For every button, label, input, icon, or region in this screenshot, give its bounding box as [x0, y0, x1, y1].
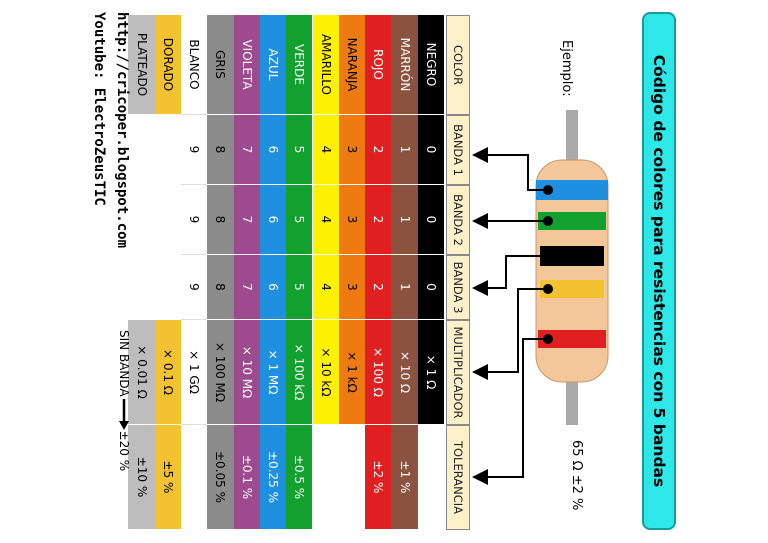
- table-cell: 1: [391, 115, 418, 185]
- color-name: VERDE: [286, 15, 313, 115]
- table-cell: 5: [286, 115, 313, 185]
- table-cell: 7: [233, 255, 260, 320]
- table-cell: 0: [417, 255, 444, 320]
- table-cell: × 1 Ω: [417, 320, 444, 425]
- color-name: GRIS: [207, 15, 234, 115]
- table-cell: × 1 MΩ: [259, 320, 287, 425]
- header-cell: TOLERANCIA: [446, 425, 470, 530]
- band: [536, 180, 608, 200]
- table-cell: ±0.25 %: [259, 425, 287, 530]
- table-cell: 0: [417, 115, 444, 185]
- table-cell: × 100 Ω: [365, 320, 392, 425]
- table-cell: ±0.1 %: [233, 425, 260, 530]
- table-cell: ±0.5 %: [286, 425, 313, 530]
- color-name: VIOLETA: [233, 15, 260, 115]
- resistor-diagram: [472, 110, 609, 485]
- table-cell: 6: [259, 115, 287, 185]
- table-cell: 9: [181, 255, 208, 320]
- table-cell: 6: [259, 255, 287, 320]
- table-cell: ±0.05 %: [207, 425, 234, 530]
- table-cell: 9: [181, 185, 208, 255]
- table-cell: 1: [391, 185, 418, 255]
- arrows: [472, 147, 548, 485]
- table-cell: 4: [312, 185, 339, 255]
- table-cell: × 1 kΩ: [338, 320, 366, 425]
- table-cell: 3: [338, 185, 366, 255]
- table-cell: 5: [286, 255, 313, 320]
- color-name: MARRÓN: [391, 15, 418, 115]
- color-name: DORADO: [154, 15, 181, 115]
- table-cell: ±1 %: [391, 425, 418, 530]
- table-cell: × 100 MΩ: [207, 320, 234, 425]
- table-cell: 7: [233, 115, 260, 185]
- table-cell: 2: [365, 185, 392, 255]
- arrow: [119, 398, 129, 430]
- table-cell: × 0.1 Ω: [154, 320, 181, 425]
- table-cell: 4: [312, 115, 339, 185]
- table-cell: 2: [365, 255, 392, 320]
- table-cell: 3: [338, 255, 366, 320]
- blog-url: http://cricoper.blogspot.com: [114, 12, 130, 249]
- color-name: NARANJA: [338, 15, 366, 115]
- table-cell: 2: [365, 115, 392, 185]
- table-cell: × 10 MΩ: [233, 320, 260, 425]
- table-cell: 6: [259, 185, 287, 255]
- table-cell: 4: [312, 255, 339, 320]
- table-cell: 7: [233, 185, 260, 255]
- band: [540, 246, 604, 266]
- table-cell: 8: [207, 115, 234, 185]
- band: [538, 330, 606, 348]
- header-cell: BANDA 3: [446, 255, 470, 320]
- color-name: AZUL: [259, 15, 287, 115]
- color-name: NEGRO: [417, 15, 444, 115]
- table-cell: × 10 Ω: [391, 320, 418, 425]
- header-cell: BANDA 2: [446, 185, 470, 255]
- youtube: Youtube: ElectroZeusTIC: [91, 12, 107, 206]
- header-cell: MULTIPLICADOR: [446, 320, 470, 425]
- header-cell: COLOR: [446, 15, 470, 115]
- table-cell: 0: [417, 185, 444, 255]
- band: [538, 212, 606, 230]
- no-band-tolerance: ±20 %: [117, 430, 131, 472]
- table-cell: 1: [391, 255, 418, 320]
- table-cell: × 10 kΩ: [312, 320, 339, 425]
- table-cell: 3: [338, 115, 366, 185]
- table-cell: 8: [207, 185, 234, 255]
- table-cell: × 100 kΩ: [286, 320, 313, 425]
- color-name: ROJO: [365, 15, 392, 115]
- table-cell: ±2 %: [365, 425, 392, 530]
- color-name: PLATEADO: [128, 15, 155, 115]
- header-cell: BANDA 1: [446, 115, 470, 185]
- color-name: AMARILLO: [312, 15, 339, 115]
- no-band-row: SIN BANDA ±20 %: [114, 330, 134, 530]
- band: [540, 280, 604, 298]
- no-band-label: SIN BANDA: [117, 330, 131, 397]
- table-cell: ±5 %: [154, 425, 181, 530]
- table-cell: 8: [207, 255, 234, 320]
- table-cell: 5: [286, 185, 313, 255]
- color-name: BLANCO: [181, 15, 208, 115]
- table-cell: 9: [181, 115, 208, 185]
- table-cell: × 1 GΩ: [181, 320, 208, 425]
